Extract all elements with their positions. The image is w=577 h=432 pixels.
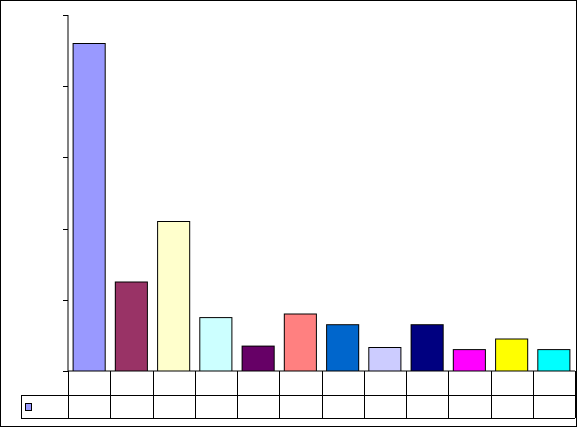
bar [241,345,275,372]
bar [495,338,529,372]
bar [368,347,402,372]
legend-key [25,403,32,411]
bar [410,324,444,372]
axes [63,15,575,372]
data-table [21,371,576,419]
bar [283,313,317,372]
bar [452,349,486,372]
bar [72,43,106,372]
bar [157,221,191,372]
bars [72,43,571,372]
bar [114,281,148,372]
bar [199,317,233,372]
bar [537,349,571,372]
bar [326,324,360,372]
